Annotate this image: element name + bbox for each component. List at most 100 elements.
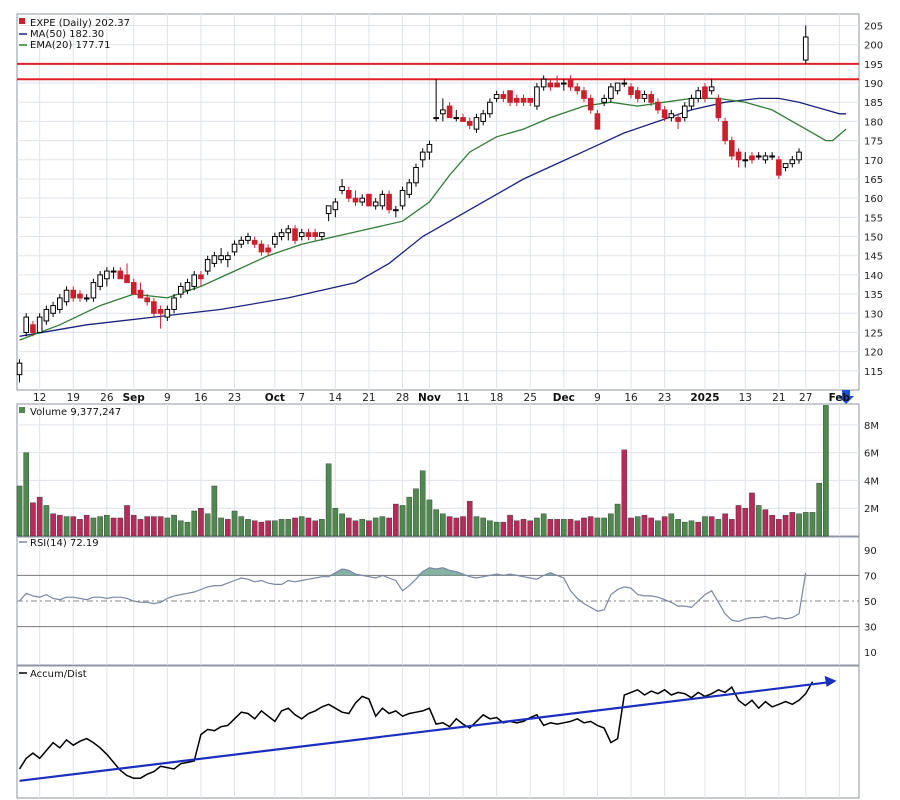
candle-body (735, 151, 742, 161)
candle (702, 83, 708, 103)
candle-body (601, 97, 607, 103)
candle (433, 79, 439, 122)
accum-dist-legend: Accum/Dist (19, 669, 87, 680)
candle (547, 79, 554, 91)
candle (298, 228, 305, 241)
volume-bar (601, 517, 607, 537)
price-y-tick-label: 180 (864, 117, 883, 128)
volume-bar (554, 519, 560, 537)
price-panel: 115 120 125 130 135 140 145 150 155 160 165 170 175 1… (16, 13, 883, 404)
price-y-tick-label: 205 (864, 22, 883, 33)
volume-bar (487, 520, 493, 537)
volume-bar (352, 520, 359, 537)
candle-body (648, 94, 654, 103)
candle (36, 313, 43, 333)
volume-bar (527, 520, 534, 537)
volume-bar (500, 521, 507, 537)
volume-legend: Volume 9,377,247 (19, 407, 121, 418)
volume-bar (789, 512, 796, 537)
candle-body (124, 274, 130, 284)
candle (507, 90, 513, 107)
rsi-y-tick-label: 90 (864, 546, 877, 557)
candle-body (675, 117, 681, 122)
candle-body (312, 232, 318, 238)
candle-body (151, 301, 157, 314)
candle-body (265, 247, 271, 253)
candle-body (695, 90, 702, 99)
candle (366, 193, 372, 207)
candle-body (278, 232, 285, 238)
volume-y-tick-label: 8M (864, 421, 879, 432)
volume-bar (608, 513, 614, 537)
candle-body (144, 297, 150, 303)
price-y-tick-label: 170 (864, 156, 883, 167)
volume-bar (628, 517, 634, 537)
volume-bar (104, 514, 110, 537)
x-axis-date-label: 27 (799, 392, 812, 404)
rsi-overbought-fill (416, 567, 470, 576)
volume-bar (729, 519, 735, 537)
candle-body (802, 36, 809, 61)
volume-bar (540, 513, 547, 537)
x-axis-date-label: 2025 (690, 392, 719, 404)
volume-bar (823, 405, 829, 537)
candle (245, 232, 251, 245)
x-axis-date-label: 23 (228, 392, 241, 404)
volume-bar (23, 452, 30, 537)
volume-bar (57, 514, 63, 537)
candle-body (359, 197, 366, 203)
candle-body (184, 282, 191, 291)
candle-body (413, 166, 419, 184)
candle (641, 90, 648, 103)
volume-bar (715, 519, 722, 537)
volume-bar (769, 514, 775, 537)
volume-y-tick-label: 6M (864, 449, 879, 460)
candle (594, 109, 601, 130)
candle-body (63, 289, 70, 303)
volume-bar (77, 519, 83, 537)
candle-body (789, 159, 796, 165)
volume-bar (406, 496, 413, 537)
candle-body (272, 236, 278, 245)
candle (446, 102, 453, 119)
candle (655, 98, 661, 114)
candle (251, 236, 258, 249)
volume-bar (426, 499, 433, 537)
candle (628, 83, 634, 99)
candle-body (319, 232, 325, 238)
candle-body (339, 186, 345, 191)
candle (722, 117, 728, 145)
volume-bar (231, 510, 238, 537)
volume-bar (561, 519, 567, 537)
candle-body (110, 270, 117, 273)
volume-bar (581, 517, 587, 537)
candle (191, 271, 198, 291)
price-y-tick-label: 155 (864, 213, 883, 224)
volume-bar (574, 520, 581, 537)
candle (265, 244, 271, 256)
volume-bar (151, 516, 157, 537)
volume-bar (473, 516, 480, 537)
volume-bar (453, 517, 460, 537)
accum-dist-legend-title: Accum/Dist (30, 669, 87, 680)
volume-bar (211, 485, 218, 537)
volume-bar (587, 516, 594, 537)
price-y-tick-label: 120 (864, 348, 883, 359)
candle-body (729, 140, 735, 157)
candle-body (561, 82, 567, 85)
price-y-tick-label: 190 (864, 79, 883, 90)
candle-body (50, 305, 56, 314)
candle (258, 240, 265, 256)
candle (83, 294, 90, 302)
candle (587, 94, 594, 114)
candle-body (379, 193, 386, 207)
volume-bar (43, 505, 50, 537)
candle (359, 194, 366, 206)
candle (110, 267, 117, 279)
price-legend-swatch (19, 18, 25, 24)
candle-body (366, 193, 372, 207)
candle-body (36, 316, 43, 333)
candle-body (137, 289, 144, 299)
candle (614, 82, 621, 95)
price-legend: EXPE (Daily) 202.37 MA(50) 182.30 EMA(20… (19, 18, 130, 51)
